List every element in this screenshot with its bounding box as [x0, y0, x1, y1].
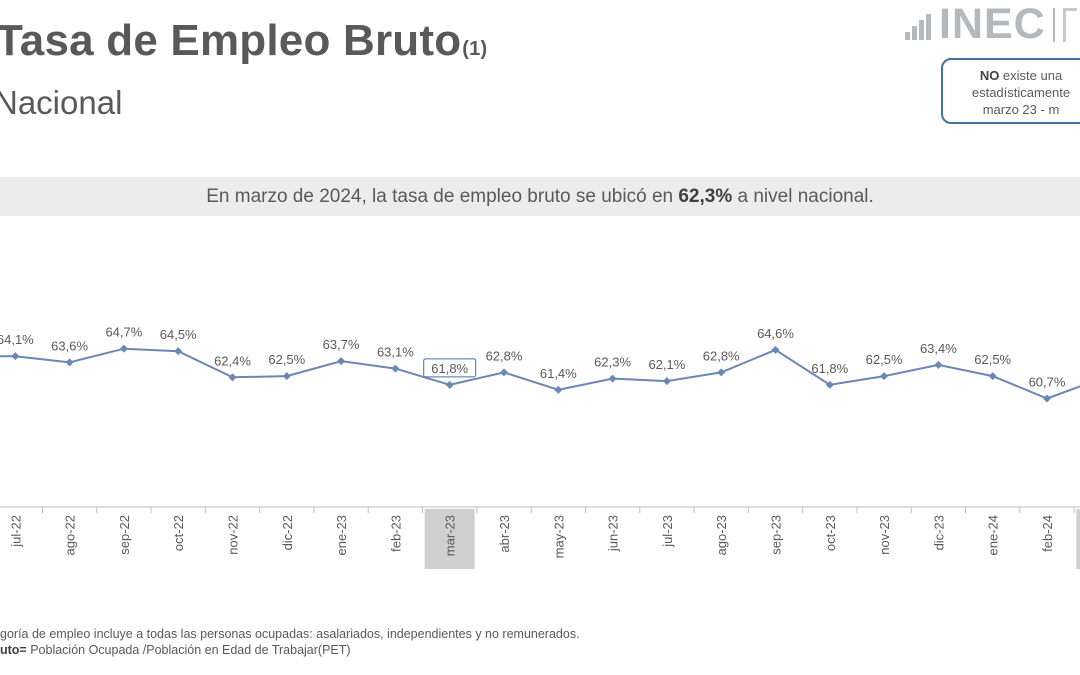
bar-graph-icon — [905, 14, 931, 40]
data-label-dic-23: 63,4% — [920, 341, 957, 356]
data-point-ene-23 — [337, 357, 346, 366]
x-tick-label-oct-23: oct-23 — [823, 515, 838, 551]
data-label-jul-22: 64,1% — [0, 332, 34, 347]
summary-banner: En marzo de 2024, la tasa de empleo brut… — [0, 177, 1080, 216]
data-label-feb-23: 63,1% — [377, 345, 414, 360]
employment-rate-line-chart: jun-22jul-22ago-22sep-22oct-22nov-22dic-… — [0, 325, 1080, 569]
note-bold: NO — [979, 68, 1000, 83]
x-tick-label-nov-22: nov-22 — [226, 515, 241, 555]
footnote-2-bold: uto= — [0, 643, 27, 657]
highlight-band-mar-24 — [1076, 509, 1080, 569]
x-tick-label-ago-22: ago-22 — [63, 515, 78, 555]
footnote-1: goría de empleo incluye a todas las pers… — [0, 627, 580, 641]
data-label-sep-23: 64,6% — [757, 326, 794, 341]
data-point-jun-23 — [608, 374, 617, 383]
data-label-mar-23: 61,8% — [431, 361, 468, 376]
summary-suffix: a nivel nacional. — [732, 186, 874, 207]
note-line-1-rest: existe una — [999, 68, 1063, 83]
note-line-1: NO existe una — [943, 67, 1080, 84]
data-label-abr-23: 62,8% — [486, 348, 523, 363]
note-line-3: marzo 23 - m — [982, 102, 1060, 117]
logo-text: INEC — [939, 0, 1046, 48]
data-point-feb-24 — [1043, 394, 1051, 403]
data-point-dic-23 — [934, 360, 943, 369]
title-text: Tasa de Empleo Bruto — [0, 16, 462, 65]
x-tick-label-feb-23: feb-23 — [388, 515, 403, 552]
data-point-jul-23 — [662, 377, 671, 386]
data-point-ene-24 — [988, 372, 997, 381]
data-point-dic-22 — [282, 372, 291, 381]
data-point-oct-23 — [825, 380, 834, 389]
data-label-dic-22: 62,5% — [268, 352, 305, 367]
logo-mark — [1063, 8, 1077, 42]
summary-value: 62,3% — [678, 186, 733, 207]
x-tick-label-abr-23: abr-23 — [497, 515, 512, 553]
data-label-nov-23: 62,5% — [866, 352, 903, 367]
data-label-box-mar-23 — [423, 358, 477, 378]
data-label-ene-23: 63,7% — [323, 337, 360, 352]
data-label-feb-24: 60,7% — [1029, 375, 1066, 390]
x-tick-label-ene-23: ene-23 — [334, 515, 349, 555]
data-point-mar-23 — [445, 380, 454, 389]
x-tick-label-nov-23: nov-23 — [877, 515, 892, 555]
x-tick-label-jul-23: jul-23 — [660, 515, 675, 548]
logo-separator — [1053, 8, 1055, 42]
data-point-ago-22 — [65, 358, 74, 367]
data-label-ene-24: 62,5% — [974, 352, 1011, 367]
data-label-nov-22: 62,4% — [214, 353, 251, 368]
data-point-sep-23 — [771, 345, 780, 354]
x-tick-label-may-23: may-23 — [551, 515, 566, 558]
note-line-2: estadísticamente — [971, 85, 1071, 100]
x-tick-label-jul-22: jul-22 — [8, 515, 23, 548]
data-point-sep-22 — [119, 344, 128, 353]
x-tick-label-sep-23: sep-23 — [769, 515, 784, 555]
data-point-jul-22 — [11, 352, 20, 361]
x-tick-label-feb-24: feb-24 — [1040, 515, 1055, 552]
data-label-oct-23: 61,8% — [811, 361, 848, 376]
data-point-feb-23 — [391, 364, 400, 373]
significance-note: NO existe una estadísticamente marzo 23 … — [941, 58, 1080, 124]
data-label-jun-23: 62,3% — [594, 355, 631, 370]
highlight-band-mar-23 — [424, 509, 475, 569]
title-footnote-mark: (1) — [462, 38, 488, 60]
data-point-oct-22 — [174, 347, 183, 356]
x-tick-label-dic-22: dic-22 — [280, 515, 295, 550]
data-label-oct-22: 64,5% — [160, 327, 197, 342]
inec-logo: INEC — [905, 0, 1080, 48]
data-point-abr-23 — [500, 368, 508, 377]
x-tick-label-oct-22: oct-22 — [171, 515, 186, 551]
data-point-nov-22 — [228, 373, 237, 382]
data-point-may-23 — [554, 385, 563, 394]
x-tick-label-jun-23: jun-23 — [606, 515, 621, 552]
data-label-ago-22: 63,6% — [51, 338, 88, 353]
data-point-ago-23 — [717, 368, 726, 377]
footnote-2-rest: Población Ocupada /Población en Edad de … — [26, 643, 351, 657]
x-tick-label-ene-24: ene-24 — [986, 515, 1001, 555]
data-label-may-23: 61,4% — [540, 366, 577, 381]
summary-prefix: En marzo de 2024, la tasa de empleo brut… — [206, 186, 679, 207]
data-point-nov-23 — [880, 372, 889, 381]
series-line — [0, 347, 1080, 400]
data-label-jul-23: 62,1% — [648, 357, 685, 372]
data-label-ago-23: 62,8% — [703, 348, 740, 363]
x-tick-label-dic-23: dic-23 — [931, 515, 946, 550]
data-label-sep-22: 64,7% — [105, 325, 142, 340]
page-subtitle: Nacional — [0, 84, 123, 121]
x-tick-label-sep-22: sep-22 — [117, 515, 132, 555]
footnote-2: uto= Población Ocupada /Población en Eda… — [0, 643, 351, 657]
page-title: Tasa de Empleo Bruto(1) — [0, 16, 487, 66]
x-tick-label-mar-23: mar-23 — [443, 515, 458, 556]
x-tick-label-ago-23: ago-23 — [714, 515, 729, 555]
